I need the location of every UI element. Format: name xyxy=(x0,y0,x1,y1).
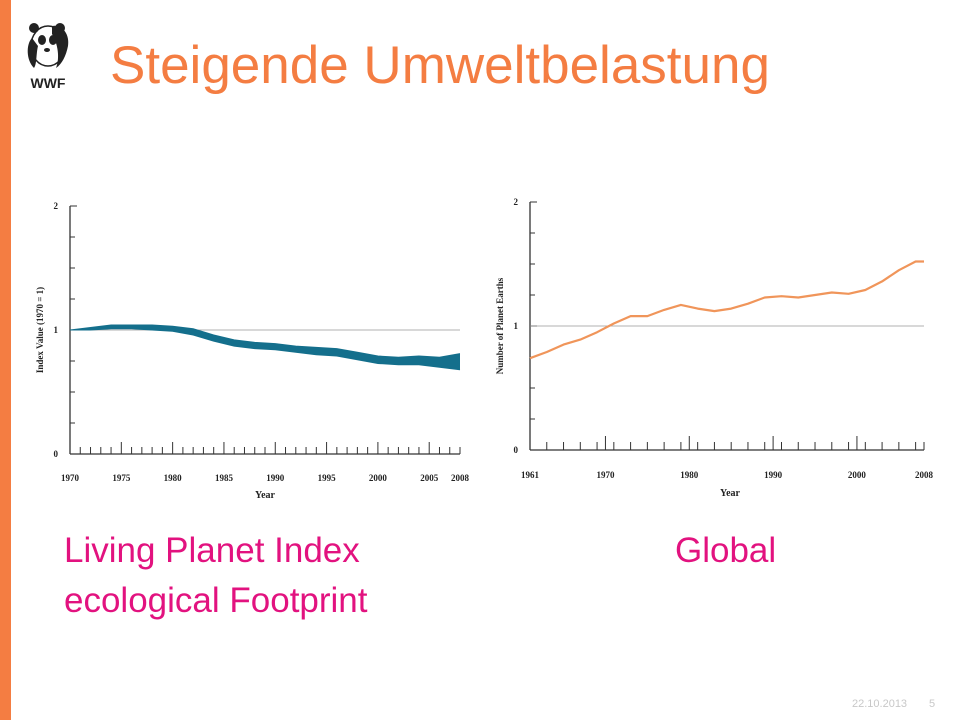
y-axis-label: Number of Planet Earths xyxy=(495,277,505,374)
slide-title: Steigende Umweltbelastung xyxy=(110,36,770,95)
x-tick-label: 2000 xyxy=(848,470,867,480)
y-tick-label: 0 xyxy=(54,449,59,459)
x-axis-label: Year xyxy=(720,488,741,499)
x-tick-label: 2005 xyxy=(420,473,439,483)
footer-date: 22.10.2013 xyxy=(852,698,908,710)
x-tick-label: 2008 xyxy=(451,473,470,483)
caption-global: Global xyxy=(675,531,777,570)
x-tick-label: 2000 xyxy=(369,473,388,483)
x-tick-label: 2008 xyxy=(915,470,934,480)
x-tick-label: 1970 xyxy=(61,473,80,483)
x-tick-label: 1995 xyxy=(318,473,337,483)
y-tick-label: 1 xyxy=(514,321,519,331)
x-tick-label: 1990 xyxy=(266,473,285,483)
caption-living-planet-index: Living Planet Index xyxy=(64,531,360,570)
wwf-logo: WWF xyxy=(22,20,74,92)
footprint-line xyxy=(529,260,924,360)
logo-text: WWF xyxy=(31,75,66,91)
x-tick-label: 1975 xyxy=(112,473,131,483)
y-tick-label: 0 xyxy=(514,445,519,455)
series-line-0 xyxy=(69,324,461,358)
x-tick-label: 1990 xyxy=(764,470,783,480)
ecological-footprint-chart: 0 1 2 1961 1970 1980 1990 2000 2008 Year Number of… xyxy=(495,197,934,499)
panda-icon xyxy=(27,23,69,68)
living-planet-index-chart: 0 1 2 1970 1975 1980 1985 1990 1995 2000 2005 2008 Y… xyxy=(35,201,470,501)
caption-ecological-footprint: ecological Footprint xyxy=(64,581,368,620)
y-tick-label: 2 xyxy=(54,201,59,211)
page-number: 5 xyxy=(929,698,936,710)
confidence-band xyxy=(70,325,460,370)
y-tick-label: 2 xyxy=(514,197,519,207)
x-tick-label: 1980 xyxy=(680,470,699,480)
series-line-1 xyxy=(70,328,461,371)
x-tick-label: 1961 xyxy=(521,470,540,480)
x-tick-label: 1980 xyxy=(164,473,183,483)
x-tick-label: 1985 xyxy=(215,473,234,483)
x-tick-label: 1970 xyxy=(596,470,615,480)
x-axis-label: Year xyxy=(255,490,276,501)
y-tick-label: 1 xyxy=(54,325,59,335)
accent-bar xyxy=(0,0,11,720)
y-axis-label: Index Value (1970 = 1) xyxy=(35,287,45,373)
